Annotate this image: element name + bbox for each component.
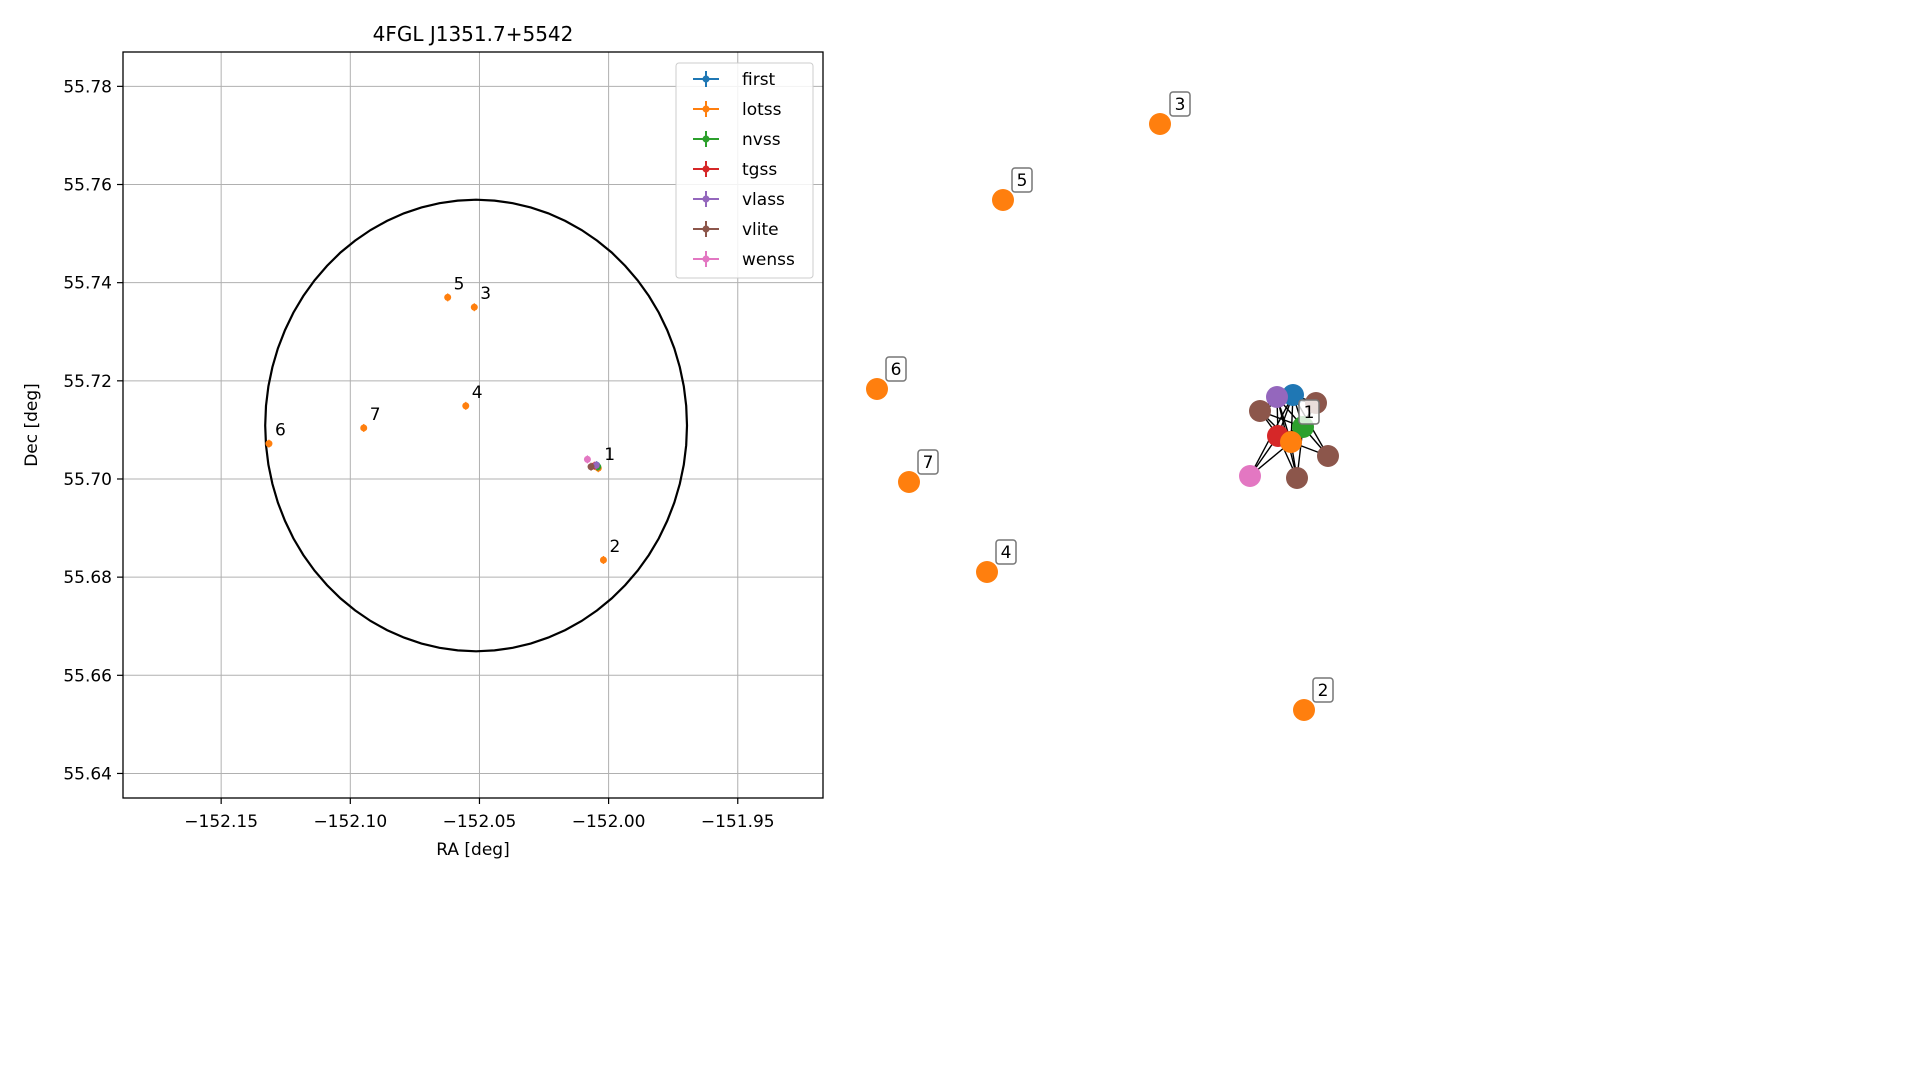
legend-label-vlite: vlite [742, 220, 779, 240]
point-label: 3 [480, 284, 491, 304]
data-point-lotss [470, 303, 478, 311]
x-tick-label: −152.15 [184, 812, 258, 832]
legend-marker-lotss [702, 105, 710, 113]
data-point-lotss [599, 556, 607, 564]
y-axis-label: Dec [deg] [22, 383, 42, 467]
legend-marker-first [702, 75, 710, 83]
data-point-vlite [587, 463, 595, 471]
y-tick-label: 55.72 [63, 372, 112, 392]
y-tick-label: 55.68 [63, 568, 112, 588]
legend-label-wenss: wenss [742, 250, 795, 270]
data-point-lotss [360, 424, 368, 432]
graph-node-label: 5 [1017, 171, 1028, 191]
y-tick-label: 55.78 [63, 77, 112, 97]
legend-label-tgss: tgss [742, 160, 777, 180]
y-tick-label: 55.70 [63, 470, 112, 490]
error-circle [264, 198, 689, 653]
legend-marker-tgss [702, 165, 710, 173]
graph-node-label-box [1011, 167, 1033, 193]
error-circle-layer [264, 198, 689, 653]
legend-label-vlass: vlass [742, 190, 785, 210]
data-point-lotss [444, 293, 452, 301]
graph-nodes: 1 2 3 4 5 6 7 [866, 91, 1339, 721]
graph-node-label-box [917, 449, 939, 475]
legend-box [675, 62, 814, 279]
data-point-lotss [265, 440, 273, 448]
x-tick-label: −152.05 [443, 812, 517, 832]
graph-node-lotss_4 [976, 561, 998, 583]
graph-node-lotss_3 [1149, 113, 1171, 135]
x-tick-label: −151.95 [701, 812, 775, 832]
data-point-wenss [583, 455, 591, 463]
point-label: 7 [370, 405, 381, 425]
legend-label-nvss: nvss [742, 130, 781, 150]
y-tick-label: 55.74 [63, 274, 112, 294]
x-ticks: −152.15 −152.10 −152.05 −152.00 −151.95 [184, 798, 775, 832]
graph-node-label: 1 [1304, 403, 1315, 423]
graph-node-vlite_b [1249, 400, 1271, 422]
graph-node-label: 4 [1001, 543, 1012, 563]
graph-node-label-box [885, 356, 907, 382]
legend-marker-wenss [702, 255, 710, 263]
data-points-layer: 1 2 3 4 5 6 7 [265, 274, 620, 564]
x-tick-label: −152.10 [313, 812, 387, 832]
graph-node-lotss_6 [866, 378, 888, 400]
graph-node-vlite_c [1317, 445, 1339, 467]
graph-node-label-box [1312, 677, 1334, 703]
graph-node-lotss_1 [1280, 431, 1302, 453]
graph-node-lotss_5 [992, 189, 1014, 211]
y-tick-label: 55.66 [63, 666, 112, 686]
graph-node-label: 2 [1318, 681, 1329, 701]
y-tick-label: 55.64 [63, 764, 112, 784]
graph-node-vlite_d [1286, 467, 1308, 489]
legend: first lotss nvss tgss vlass vlite wenss [675, 62, 814, 279]
legend-marker-nvss [702, 135, 710, 143]
legend-marker-vlass [702, 195, 710, 203]
point-label: 6 [275, 421, 286, 441]
point-label: 2 [609, 537, 620, 557]
source-association-graph: 1 2 3 4 5 6 7 [866, 91, 1339, 721]
graph-node-first [1282, 384, 1304, 406]
point-label: 1 [604, 445, 615, 465]
scatter-plot: 4FGL J1351.7+5542 1 2 3 4 5 6 7 −152.15 −152.10… [22, 22, 824, 860]
legend-label-first: first [742, 70, 776, 90]
graph-node-label: 3 [1175, 95, 1186, 115]
graph-node-label: 6 [891, 360, 902, 380]
plot-frame [122, 51, 824, 799]
y-ticks: 55.64 55.66 55.68 55.70 55.72 55.74 55.76 55.78 [63, 77, 123, 784]
legend-marker-vlite [702, 225, 710, 233]
graph-node-label-box [1169, 91, 1191, 117]
point-label: 4 [472, 383, 483, 403]
graph-node-wenss [1239, 465, 1261, 487]
legend-label-lotss: lotss [742, 100, 782, 120]
graph-node-lotss_2 [1293, 699, 1315, 721]
x-tick-label: −152.00 [572, 812, 646, 832]
graph-node-label: 7 [923, 453, 934, 473]
x-axis-label: RA [deg] [436, 840, 509, 860]
chart-title: 4FGL J1351.7+5542 [373, 22, 574, 46]
graph-node-lotss_7 [898, 471, 920, 493]
data-point-lotss [462, 402, 470, 410]
graph-node-vlass [1266, 386, 1288, 408]
graph-node-label-box [995, 539, 1017, 565]
graph-node-label-box [1298, 399, 1320, 425]
point-label: 5 [454, 274, 465, 294]
y-tick-label: 55.76 [63, 176, 112, 196]
